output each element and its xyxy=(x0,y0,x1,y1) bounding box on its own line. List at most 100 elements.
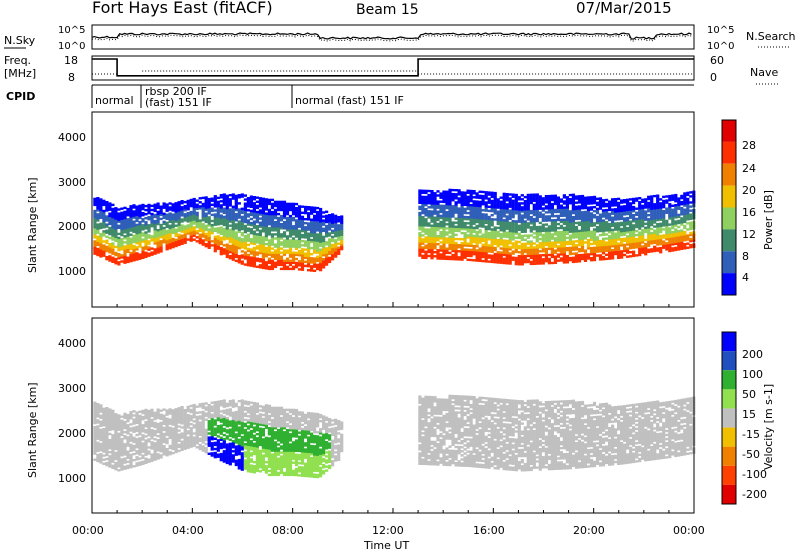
scatter-cell xyxy=(252,248,256,252)
scatter-cell xyxy=(608,204,612,207)
scatter-cell xyxy=(93,432,97,435)
scatter-cell xyxy=(249,211,253,215)
scatter-cell xyxy=(665,246,669,249)
scatter-cell xyxy=(186,226,190,229)
scatter-cell xyxy=(328,246,332,249)
scatter-cell xyxy=(168,244,172,248)
scatter-cell xyxy=(294,265,299,269)
scatter-cell xyxy=(532,242,536,245)
scatter-cell xyxy=(517,232,521,236)
scatter-cell xyxy=(571,211,575,215)
scatter-cell xyxy=(123,424,127,428)
scatter-cell xyxy=(141,444,145,447)
scatter-cell xyxy=(532,236,536,239)
scatter-cell xyxy=(319,266,323,270)
scatter-cell xyxy=(583,235,588,238)
scatter-cell xyxy=(334,239,338,242)
scatter-cell xyxy=(565,248,569,252)
scatter-cell xyxy=(451,231,455,234)
scatter-cell xyxy=(135,223,139,227)
scatter-cell xyxy=(484,229,488,233)
scatter-cell xyxy=(225,227,229,230)
scatter-cell xyxy=(605,237,609,240)
scatter-cell xyxy=(653,217,657,220)
scatter-cell xyxy=(144,423,148,426)
scatter-cell xyxy=(285,243,290,246)
scatter-cell xyxy=(237,196,241,199)
scatter-cell xyxy=(475,194,479,197)
scatter-cell xyxy=(620,211,624,214)
scatter-cell xyxy=(99,442,103,446)
scatter-cell xyxy=(114,237,118,240)
scatter-cell xyxy=(126,428,130,431)
scatter-cell xyxy=(96,421,100,424)
scatter-cell xyxy=(183,209,187,212)
scatter-cell xyxy=(629,244,633,248)
scatter-cell xyxy=(117,461,121,464)
scatter-cell xyxy=(264,232,268,236)
scatter-cell xyxy=(577,201,582,204)
scatter-cell xyxy=(520,238,524,242)
scatter-cell xyxy=(469,254,473,258)
scatter-cell xyxy=(93,448,97,451)
scatter-cell xyxy=(598,250,603,253)
scatter-cell xyxy=(442,227,446,230)
scatter-cell xyxy=(282,263,287,267)
scatter-cell xyxy=(487,234,491,237)
scatter-cell xyxy=(683,236,687,240)
scatter-cell xyxy=(469,232,473,235)
scatter-cell xyxy=(439,257,443,260)
scatter-cell xyxy=(171,229,175,232)
scatter-cell xyxy=(451,188,455,192)
scatter-cell xyxy=(120,211,124,214)
scatter-cell xyxy=(469,244,473,247)
scatter-cell xyxy=(267,202,271,206)
scatter-cell xyxy=(132,255,136,258)
scatter-cell xyxy=(285,249,290,252)
scatter-cell xyxy=(168,436,172,440)
scatter-cell xyxy=(526,226,530,229)
scatter-cell xyxy=(201,243,205,246)
scatter-cell xyxy=(550,251,554,254)
scatter-cell xyxy=(529,218,533,221)
scatter-cell xyxy=(183,235,187,238)
scatter-cell xyxy=(153,219,157,223)
scatter-cell xyxy=(120,464,124,467)
scatter-cell xyxy=(665,233,669,237)
scatter-cell xyxy=(641,231,645,234)
scatter-cell xyxy=(589,214,594,217)
scatter-cell xyxy=(135,227,139,231)
scatter-cell xyxy=(168,214,172,217)
scatter-cell xyxy=(586,216,591,220)
scatter-cell xyxy=(255,265,259,268)
scatter-cell xyxy=(424,197,428,201)
scatter-cell xyxy=(508,209,512,212)
scatter-cell xyxy=(337,246,341,249)
scatter-cell xyxy=(270,265,274,269)
scatter-cell xyxy=(550,225,554,228)
scatter-cell xyxy=(102,417,106,421)
scatter-cell xyxy=(261,224,265,227)
scatter-cell xyxy=(592,210,597,213)
scatter-cell xyxy=(511,222,515,225)
scatter-cell xyxy=(580,194,585,198)
scatter-cell xyxy=(117,263,121,266)
noise-left-tick-top: 10^5 xyxy=(58,25,85,36)
scatter-cell xyxy=(132,452,136,456)
scatter-cell xyxy=(135,462,139,465)
scatter-cell xyxy=(668,235,672,238)
scatter-cell xyxy=(213,197,217,200)
scatter-cell xyxy=(559,208,563,211)
scatter-cell xyxy=(255,235,259,238)
scatter-cell xyxy=(671,239,675,242)
scatter-cell xyxy=(246,209,250,212)
scatter-cell xyxy=(508,229,512,233)
scatter-cell xyxy=(138,253,142,256)
scatter-cell xyxy=(644,253,648,256)
scatter-cell xyxy=(632,232,636,235)
scatter-cell xyxy=(201,225,205,228)
scatter-cell xyxy=(559,257,563,260)
scatter-cell xyxy=(632,220,636,223)
scatter-cell xyxy=(514,244,518,247)
scatter-cell xyxy=(340,217,344,220)
